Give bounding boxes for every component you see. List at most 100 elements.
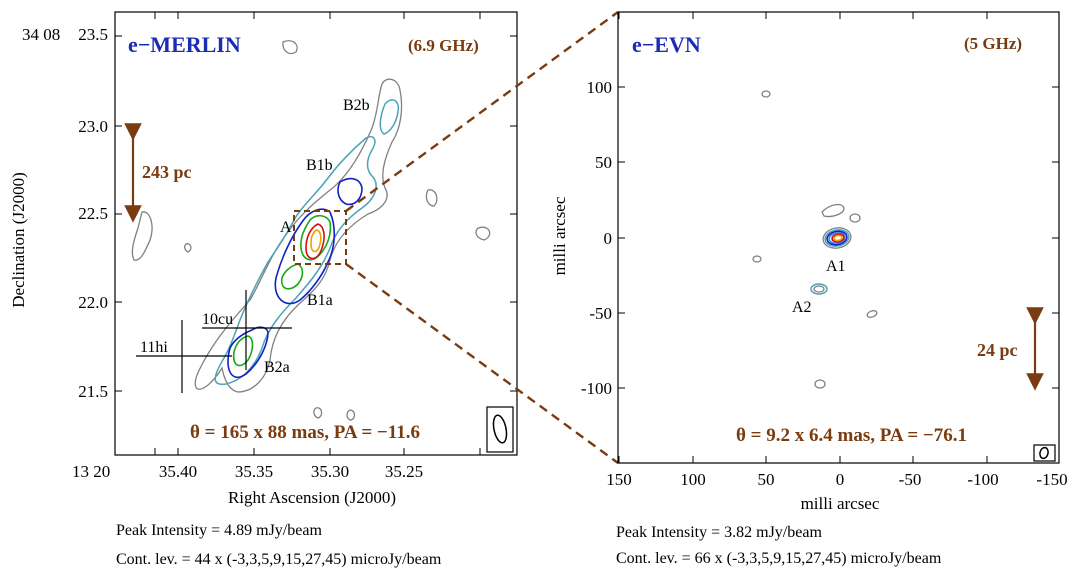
left-x-ticks <box>154 12 481 455</box>
contour-blue-b1b <box>337 177 363 206</box>
zoom-region-box <box>293 210 347 265</box>
right-x-axis-title: milli arcsec <box>801 494 880 513</box>
right-contour-levels: Cont. lev. = 66 x (-3,3,5,9,15,27,45) mi… <box>616 550 942 567</box>
contour-gray-left-blob <box>131 211 153 261</box>
left-x-tick-label: 35.25 <box>385 462 423 481</box>
left-beam-label: θ = 165 x 88 mas, PA = −11.6 <box>190 422 420 443</box>
right-x-tick-label: 100 <box>680 470 706 489</box>
contour-blue-central <box>274 208 336 305</box>
contour-orange-a1 <box>833 234 843 242</box>
right-x-tick-label: -50 <box>899 470 922 489</box>
right-scale-label: 24 pc <box>977 340 1018 360</box>
left-contours-blue <box>227 177 363 379</box>
contour-cyan-a2 <box>810 283 828 295</box>
contour-gray-blob <box>849 213 861 223</box>
component-label-a2: A2 <box>792 299 812 316</box>
right-y-axis: 100 50 0 -50 -100 milli arcsec <box>550 78 1059 398</box>
left-x-tick-label: 35.35 <box>235 462 273 481</box>
right-y-tick-label: 0 <box>604 229 613 248</box>
right-beam-box <box>1033 444 1056 462</box>
contour-cyan-a1 <box>824 229 850 247</box>
right-x-ticks <box>618 12 988 463</box>
left-contours-gray <box>131 40 491 421</box>
right-contours <box>752 90 878 389</box>
contour-red-a <box>305 223 325 260</box>
left-scale-label: 243 pc <box>142 162 192 182</box>
left-plot-frame <box>114 11 518 456</box>
contour-gray-bottom-blob-2 <box>346 409 356 421</box>
left-y-tick-label: 23.0 <box>78 117 108 136</box>
left-contours-green <box>232 214 332 367</box>
right-x-tick-label: 50 <box>758 470 775 489</box>
contour-gray-a2-inner <box>813 285 825 293</box>
component-label-b1b: B1b <box>306 157 333 174</box>
contour-gray-blob <box>761 90 771 98</box>
right-frequency-label: (5 GHz) <box>964 34 1022 53</box>
left-contours-cyan <box>214 99 400 386</box>
left-y-tick-label: 22.5 <box>78 204 108 223</box>
contour-gray-blob <box>866 310 878 318</box>
left-component-labels: B2b B1b A B1a B2a <box>264 97 370 376</box>
left-y-tick-label: 22.0 <box>78 293 108 312</box>
contour-gray-main <box>194 78 403 393</box>
contour-blue-b2a <box>227 326 269 379</box>
right-x-tick-label: 0 <box>836 470 845 489</box>
contour-gray-right-blob <box>425 189 438 207</box>
right-beam-label: θ = 9.2 x 6.4 mas, PA = −76.1 <box>736 425 967 446</box>
left-peak-intensity: Peak Intensity = 4.89 mJy/beam <box>116 522 322 539</box>
contour-gray-right-blob-2 <box>475 226 491 241</box>
right-x-tick-label: -150 <box>1036 470 1067 489</box>
left-y-axis: 34 08 23.5 23.0 22.5 22.0 21.5 Declinati… <box>9 25 517 401</box>
left-y-ticks <box>115 35 517 392</box>
contour-gray-blob <box>752 255 762 263</box>
left-markers: 10cu 11hi <box>136 290 292 393</box>
contour-green-a <box>300 214 332 261</box>
contour-gray-blob <box>814 379 826 389</box>
component-label-a1: A1 <box>826 258 846 275</box>
component-label-b2a: B2a <box>264 359 290 376</box>
right-y-tick-label: 100 <box>587 78 613 97</box>
contour-cyan-main <box>214 136 377 386</box>
contour-red-a1 <box>831 233 845 243</box>
left-y-tick-label: 21.5 <box>78 382 108 401</box>
right-y-ticks <box>618 86 1059 389</box>
left-contour-levels: Cont. lev. = 44 x (-3,3,5,9,15,27,45) mi… <box>116 551 442 568</box>
right-y-axis-title: milli arcsec <box>550 196 569 275</box>
marker-11hi-label: 11hi <box>140 339 168 356</box>
left-x-axis: 13 20 35.40 35.35 35.30 35.25 Right Asce… <box>72 12 481 507</box>
contour-gray-a1 <box>822 227 852 249</box>
contour-blue-a1 <box>826 230 848 246</box>
contour-cyan-b2b <box>379 99 400 135</box>
right-panel: A1 A2 24 pc e−EVN (5 GHz) θ = 9.2 x 6.4 … <box>550 11 1068 567</box>
contour-orange-a <box>310 229 322 253</box>
left-ra-origin: 13 20 <box>72 462 110 481</box>
left-y-tick-label: 23.5 <box>78 25 108 44</box>
left-x-axis-title: Right Ascension (J2000) <box>228 488 396 507</box>
left-frequency-label: (6.9 GHz) <box>408 36 479 55</box>
right-plot-frame <box>617 11 1060 464</box>
contour-green-b2a <box>232 335 254 367</box>
right-x-axis: 150 100 50 0 -50 -100 -150 milli arcsec <box>606 12 1068 513</box>
left-beam-ellipse <box>492 414 508 444</box>
right-x-tick-label: -100 <box>967 470 998 489</box>
zoom-connector-top <box>345 11 619 212</box>
contour-gray-top-blob <box>282 40 298 55</box>
right-y-tick-label: -50 <box>589 304 612 323</box>
contour-gray-bottom-blob <box>313 407 323 419</box>
left-beam-box <box>486 406 514 453</box>
right-y-tick-label: 50 <box>595 153 612 172</box>
contour-lightblue-a1 <box>828 232 846 244</box>
right-beam-ellipse <box>1039 446 1049 460</box>
right-instrument-label: e−EVN <box>632 32 701 57</box>
contour-gray-a1-arc <box>821 203 845 218</box>
left-x-tick-label: 35.30 <box>311 462 349 481</box>
right-y-tick-label: -100 <box>581 379 612 398</box>
left-dec-origin: 34 08 <box>22 25 60 44</box>
contour-gray-small-blob <box>184 243 192 253</box>
zoom-connector-bottom <box>345 263 619 464</box>
marker-10cu-label: 10cu <box>202 311 233 328</box>
left-x-tick-label: 35.40 <box>159 462 197 481</box>
component-label-b2b: B2b <box>343 97 370 114</box>
contour-green-b1a <box>280 263 304 290</box>
